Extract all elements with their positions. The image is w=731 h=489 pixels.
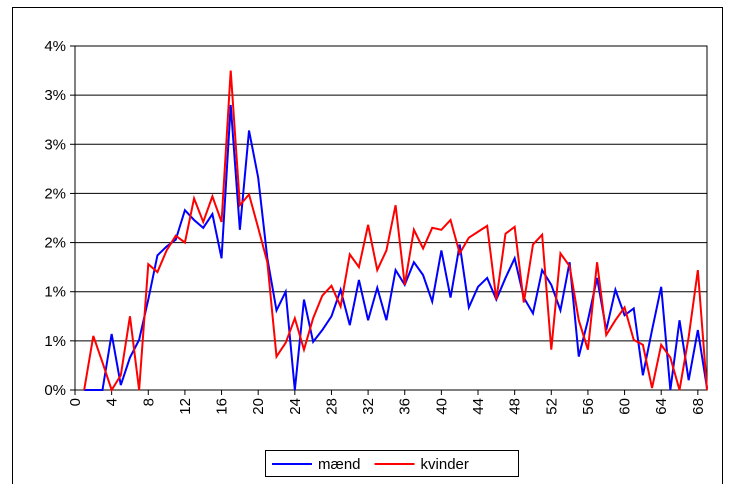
x-tick-label: 60 [617,398,634,415]
x-tick-label: 64 [653,398,670,415]
x-tick-label: 12 [177,398,194,415]
x-tick-label: 32 [360,398,377,415]
x-tick-label: 36 [397,398,414,415]
series-line [83,70,708,393]
x-tick-label: 20 [250,398,267,415]
x-tick-label: 0 [67,398,84,406]
x-tick-label: 28 [323,398,340,415]
y-tick-label: 1% [44,333,66,350]
x-tick-label: 4 [104,398,121,406]
legend-label: kvinder [421,456,469,473]
x-tick-label: 48 [507,398,524,415]
legend-label: mænd [318,456,361,473]
y-tick-label: 1% [44,284,66,301]
y-tick-label: 3% [44,87,66,104]
y-tick-label: 4% [44,38,66,55]
x-tick-label: 8 [140,398,157,406]
x-tick-label: 56 [580,398,597,415]
x-tick-label: 52 [543,398,560,415]
x-tick-label: 16 [214,398,231,415]
y-tick-label: 3% [44,136,66,153]
x-tick-label: 68 [690,398,707,415]
y-tick-label: 2% [44,185,66,202]
x-tick-label: 40 [433,398,450,415]
x-tick-label: 24 [287,398,304,415]
x-tick-label: 44 [470,398,487,415]
y-tick-label: 2% [44,235,66,252]
y-tick-label: 0% [44,382,66,399]
plot-area [74,45,708,391]
legend: mænd kvinder [265,450,519,477]
